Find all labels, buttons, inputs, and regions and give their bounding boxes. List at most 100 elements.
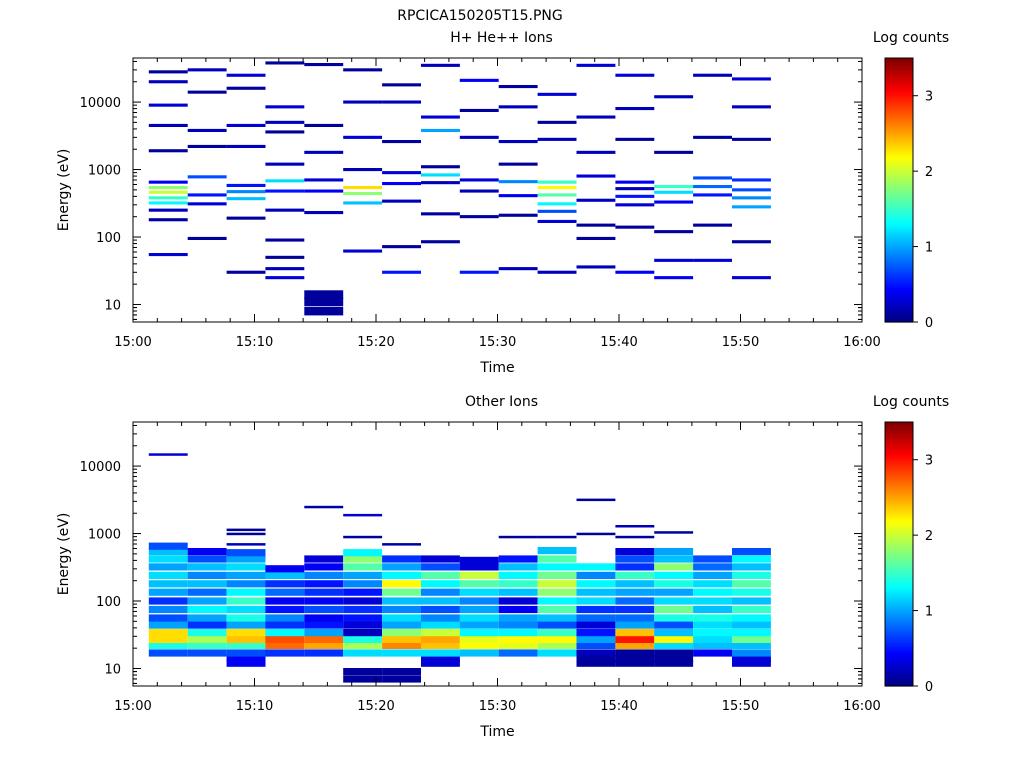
heatmap-cell — [615, 194, 655, 198]
colorbar-segment — [885, 229, 913, 233]
colorbar-segment — [885, 644, 913, 647]
heatmap-cell — [382, 543, 421, 546]
panel-title: Other Ions — [465, 394, 538, 410]
heatmap-cell — [537, 605, 577, 614]
colorbar-segment — [885, 159, 913, 162]
heatmap-cell — [498, 635, 538, 643]
x-axis-label: Time — [479, 360, 514, 376]
colorbar-segment — [885, 455, 913, 458]
heatmap-cell — [265, 208, 305, 212]
heatmap-cell — [148, 588, 188, 596]
heatmap-cell — [654, 276, 694, 280]
heatmap-cell — [615, 225, 655, 229]
colorbar-segment — [885, 264, 913, 268]
colorbar-segment — [885, 267, 913, 270]
heatmap-cell — [343, 563, 383, 571]
heatmap-cell — [265, 105, 305, 109]
heatmap-cell — [304, 178, 344, 182]
x-tick-label: 15:20 — [357, 335, 394, 350]
heatmap-cell — [265, 614, 305, 622]
heatmap-cell — [615, 548, 655, 556]
heatmap-cell — [148, 641, 188, 649]
colorbar-segment — [885, 187, 913, 191]
heatmap-cell — [382, 199, 421, 203]
heatmap-cell — [304, 588, 344, 596]
colorbar-segment — [885, 595, 913, 599]
heatmap-cell — [421, 649, 460, 657]
heatmap-cell — [693, 580, 732, 588]
colorbar-segment — [885, 422, 913, 425]
heatmap-cell — [693, 258, 732, 262]
colorbar-segment — [885, 88, 913, 92]
colorbar-segment — [885, 543, 913, 546]
heatmap-cell — [459, 108, 499, 112]
colorbar-segment — [885, 249, 913, 253]
colorbar-segment — [885, 141, 913, 145]
heatmap-cell — [226, 555, 266, 563]
colorbar-segment — [885, 205, 913, 209]
colorbar-segment — [885, 683, 913, 687]
heatmap-cell — [421, 580, 460, 588]
colorbar-segment — [885, 73, 913, 77]
heatmap-cell — [343, 135, 383, 139]
heatmap-cell — [421, 605, 460, 614]
colorbar-segment — [885, 80, 913, 83]
colorbar-segment — [885, 165, 913, 169]
colorbar-segment — [885, 525, 913, 529]
colorbar-segment — [885, 470, 913, 474]
heatmap-cell — [304, 621, 344, 629]
colorbar-segment — [885, 216, 913, 220]
heatmap-cell — [382, 100, 421, 104]
colorbar-segment — [885, 631, 913, 634]
colorbar-segment — [885, 507, 913, 511]
heatmap-cell — [382, 614, 421, 622]
heatmap-cell — [654, 597, 694, 605]
heatmap-cell — [226, 73, 266, 77]
colorbar-segment — [885, 450, 913, 454]
y-tick-label: 1000 — [88, 164, 121, 179]
colorbar-tick-label: 3 — [925, 90, 933, 105]
colorbar-segment — [885, 452, 913, 456]
heatmap-cell — [459, 635, 499, 643]
heatmap-cell — [343, 641, 383, 649]
heatmap-cell — [421, 614, 460, 622]
heatmap-cell — [732, 188, 771, 192]
heatmap-cell — [226, 659, 266, 667]
colorbar-segment — [885, 628, 913, 632]
heatmap-cell — [148, 201, 188, 205]
colorbar-segment — [885, 161, 913, 165]
colorbar-segment — [885, 201, 913, 204]
heatmap-cell — [343, 186, 383, 190]
colorbar-segment — [885, 573, 913, 577]
colorbar-segment — [885, 602, 913, 606]
heatmap-cell — [615, 107, 655, 111]
colorbar-segment — [885, 75, 913, 79]
colorbar-segment — [885, 99, 913, 103]
heatmap-cell — [537, 571, 577, 579]
heatmap-cell — [421, 571, 460, 579]
heatmap-cell — [382, 641, 421, 649]
colorbar-segment — [885, 463, 913, 467]
colorbar-segment — [885, 600, 913, 603]
heatmap-cell — [226, 629, 266, 637]
x-tick-label: 16:00 — [843, 699, 880, 714]
heatmap-cell — [265, 605, 305, 614]
heatmap-cell — [187, 635, 227, 643]
heatmap-cell — [654, 95, 694, 99]
heatmap-cell — [226, 635, 266, 643]
heatmap-cell — [459, 270, 499, 274]
heatmap-cell — [421, 555, 460, 563]
heatmap-cell — [382, 668, 421, 676]
y-tick-label: 1000 — [88, 528, 121, 543]
colorbar-segment — [885, 77, 913, 81]
heatmap-cell — [421, 597, 460, 605]
heatmap-cell — [265, 649, 305, 657]
colorbar-segment — [885, 593, 913, 597]
heatmap-cell — [187, 597, 227, 605]
heatmap-cell — [187, 548, 227, 556]
heatmap-cell — [459, 605, 499, 614]
heatmap-cell — [654, 605, 694, 614]
x-tick-label: 16:00 — [843, 335, 880, 350]
heatmap-cell — [537, 535, 577, 539]
x-tick-label: 15:10 — [236, 335, 273, 350]
